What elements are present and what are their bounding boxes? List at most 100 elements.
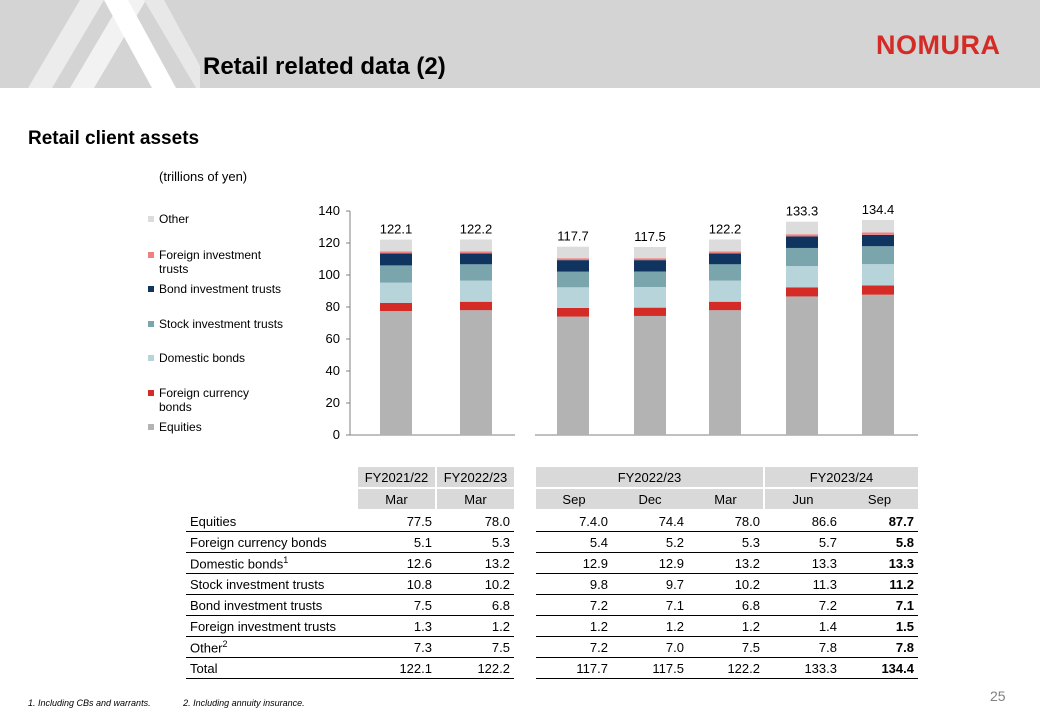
bar-segment xyxy=(380,311,412,435)
table-month-header: Jun xyxy=(764,488,841,511)
section-title: Retail client assets xyxy=(28,128,200,149)
table-cell: 5.3 xyxy=(436,531,514,553)
footnote-2: 2. Including annuity insurance. xyxy=(183,698,305,708)
table-month-header: Mar xyxy=(358,488,437,511)
table-cell: 5.8 xyxy=(841,531,918,553)
table-cell: 7.5 xyxy=(358,594,436,616)
legend-label: Foreign investment trusts xyxy=(159,248,262,276)
table-cell: 9.8 xyxy=(536,573,612,595)
bar-segment xyxy=(557,271,589,288)
table-fy-header: FY2022/23 xyxy=(536,467,765,489)
table-row: Other2 7.3 7.5 xyxy=(186,636,514,658)
bar-segment xyxy=(557,246,589,259)
bar-segment xyxy=(786,296,818,435)
y-tick-label: 80 xyxy=(326,299,340,314)
bar-segment xyxy=(634,287,666,308)
legend-label: Stock investment trusts xyxy=(159,317,284,331)
table-cell: 87.7 xyxy=(841,510,918,532)
bar-segment xyxy=(380,251,412,254)
bar-segment xyxy=(460,301,492,311)
legend-swatch xyxy=(148,216,154,222)
bar-segment xyxy=(786,221,818,235)
nomura-logo: NOMURA xyxy=(876,30,1001,60)
bar-total-label: 117.7 xyxy=(557,229,589,244)
table-row: Equities 77.5 78.0 xyxy=(186,510,514,532)
legend-swatch xyxy=(148,286,154,292)
bar-segment xyxy=(862,294,894,435)
table-cell: 117.5 xyxy=(612,657,688,679)
bar-segment xyxy=(634,315,666,435)
y-tick-label: 40 xyxy=(326,363,340,378)
table-month-header: Sep xyxy=(536,488,612,511)
table-month-header: Mar xyxy=(688,488,765,511)
legend-swatch xyxy=(148,321,154,327)
footnote-ref: 2 xyxy=(222,638,228,649)
bar-segment xyxy=(709,310,741,435)
bar-segment xyxy=(634,260,666,272)
bar-segment xyxy=(709,239,741,252)
unit-label: (trillions of yen) xyxy=(159,169,248,184)
bar-segment xyxy=(460,239,492,252)
table-cell: 13.3 xyxy=(841,552,918,574)
table-row: 7.2 7.1 6.8 7.2 7.1 xyxy=(536,594,918,616)
table-row: 9.8 9.7 10.2 11.3 11.2 xyxy=(536,573,918,595)
table-cell: 7.1 xyxy=(612,594,688,616)
bar-segment xyxy=(634,247,666,259)
bar-segment xyxy=(709,251,741,254)
footnote-ref: 1 xyxy=(283,554,289,565)
bar-segment xyxy=(557,260,589,272)
table-cell: 7.2 xyxy=(764,594,841,616)
table-cell: 117.7 xyxy=(536,657,612,679)
bar-segment xyxy=(709,264,741,281)
y-tick-label: 60 xyxy=(326,331,340,346)
table-row: Bond investment trusts 7.5 6.8 xyxy=(186,594,514,616)
table-cell: 12.6 xyxy=(358,552,436,574)
table-cell: 12.9 xyxy=(612,552,688,574)
bar-segment xyxy=(460,310,492,435)
table-row: 5.4 5.2 5.3 5.7 5.8 xyxy=(536,531,918,553)
table-cell: 78.0 xyxy=(688,510,764,532)
table-cell: 5.1 xyxy=(358,531,436,553)
table-fy-header: FY2022/23 xyxy=(436,467,514,489)
bar-segment xyxy=(634,271,666,287)
table-cell: 74.4 xyxy=(612,510,688,532)
bar-segment xyxy=(709,253,741,265)
bar-segment xyxy=(380,253,412,266)
table-cell: 13.3 xyxy=(764,552,841,574)
table-cell: 13.2 xyxy=(436,552,514,574)
bar-segment xyxy=(709,301,741,311)
bar-segment xyxy=(786,266,818,288)
table-fy-header: FY2023/24 xyxy=(764,467,918,489)
bar-total-label: 133.3 xyxy=(786,204,819,219)
bar-segment xyxy=(786,234,818,237)
bar-segment xyxy=(786,247,818,267)
legend-label: Equities xyxy=(159,420,202,434)
table-row: 1.2 1.2 1.2 1.4 1.5 xyxy=(536,615,918,637)
legend-swatch xyxy=(148,390,154,396)
table-cell: 122.2 xyxy=(688,657,764,679)
bar-segment xyxy=(862,246,894,265)
table-cell: 7.5 xyxy=(436,636,514,658)
row-label: Foreign currency bonds xyxy=(186,531,358,553)
table-cell: 86.6 xyxy=(764,510,841,532)
page-number: 25 xyxy=(990,688,1006,704)
bar-segment xyxy=(862,285,894,295)
bar-total-label: 134.4 xyxy=(862,202,895,217)
legend-swatch xyxy=(148,355,154,361)
table-header-row: FY2022/23 FY2023/24 xyxy=(536,467,918,489)
left-data-table: FY2021/22 FY2022/23 Mar Mar Equities 77.… xyxy=(186,467,514,679)
table-month-header: Dec xyxy=(612,488,688,511)
table-cell: 1.2 xyxy=(612,615,688,637)
table-cell: 7.0 xyxy=(612,636,688,658)
bar-segment xyxy=(380,265,412,283)
table-cell: 122.1 xyxy=(358,657,436,679)
table-cell: 11.2 xyxy=(841,573,918,595)
bar-segment xyxy=(634,258,666,261)
table-month-row: Sep Dec Mar Jun Sep xyxy=(536,488,918,511)
table-cell: 5.4 xyxy=(536,531,612,553)
bar-total-label: 117.5 xyxy=(634,229,666,244)
right-data-table: FY2022/23 FY2023/24 Sep Dec Mar Jun Sep … xyxy=(536,467,918,679)
table-row: Stock investment trusts 10.8 10.2 xyxy=(186,573,514,595)
table-row-total: 117.7 117.5 122.2 133.3 134.4 xyxy=(536,657,918,679)
bar-total-label: 122.1 xyxy=(380,222,413,237)
